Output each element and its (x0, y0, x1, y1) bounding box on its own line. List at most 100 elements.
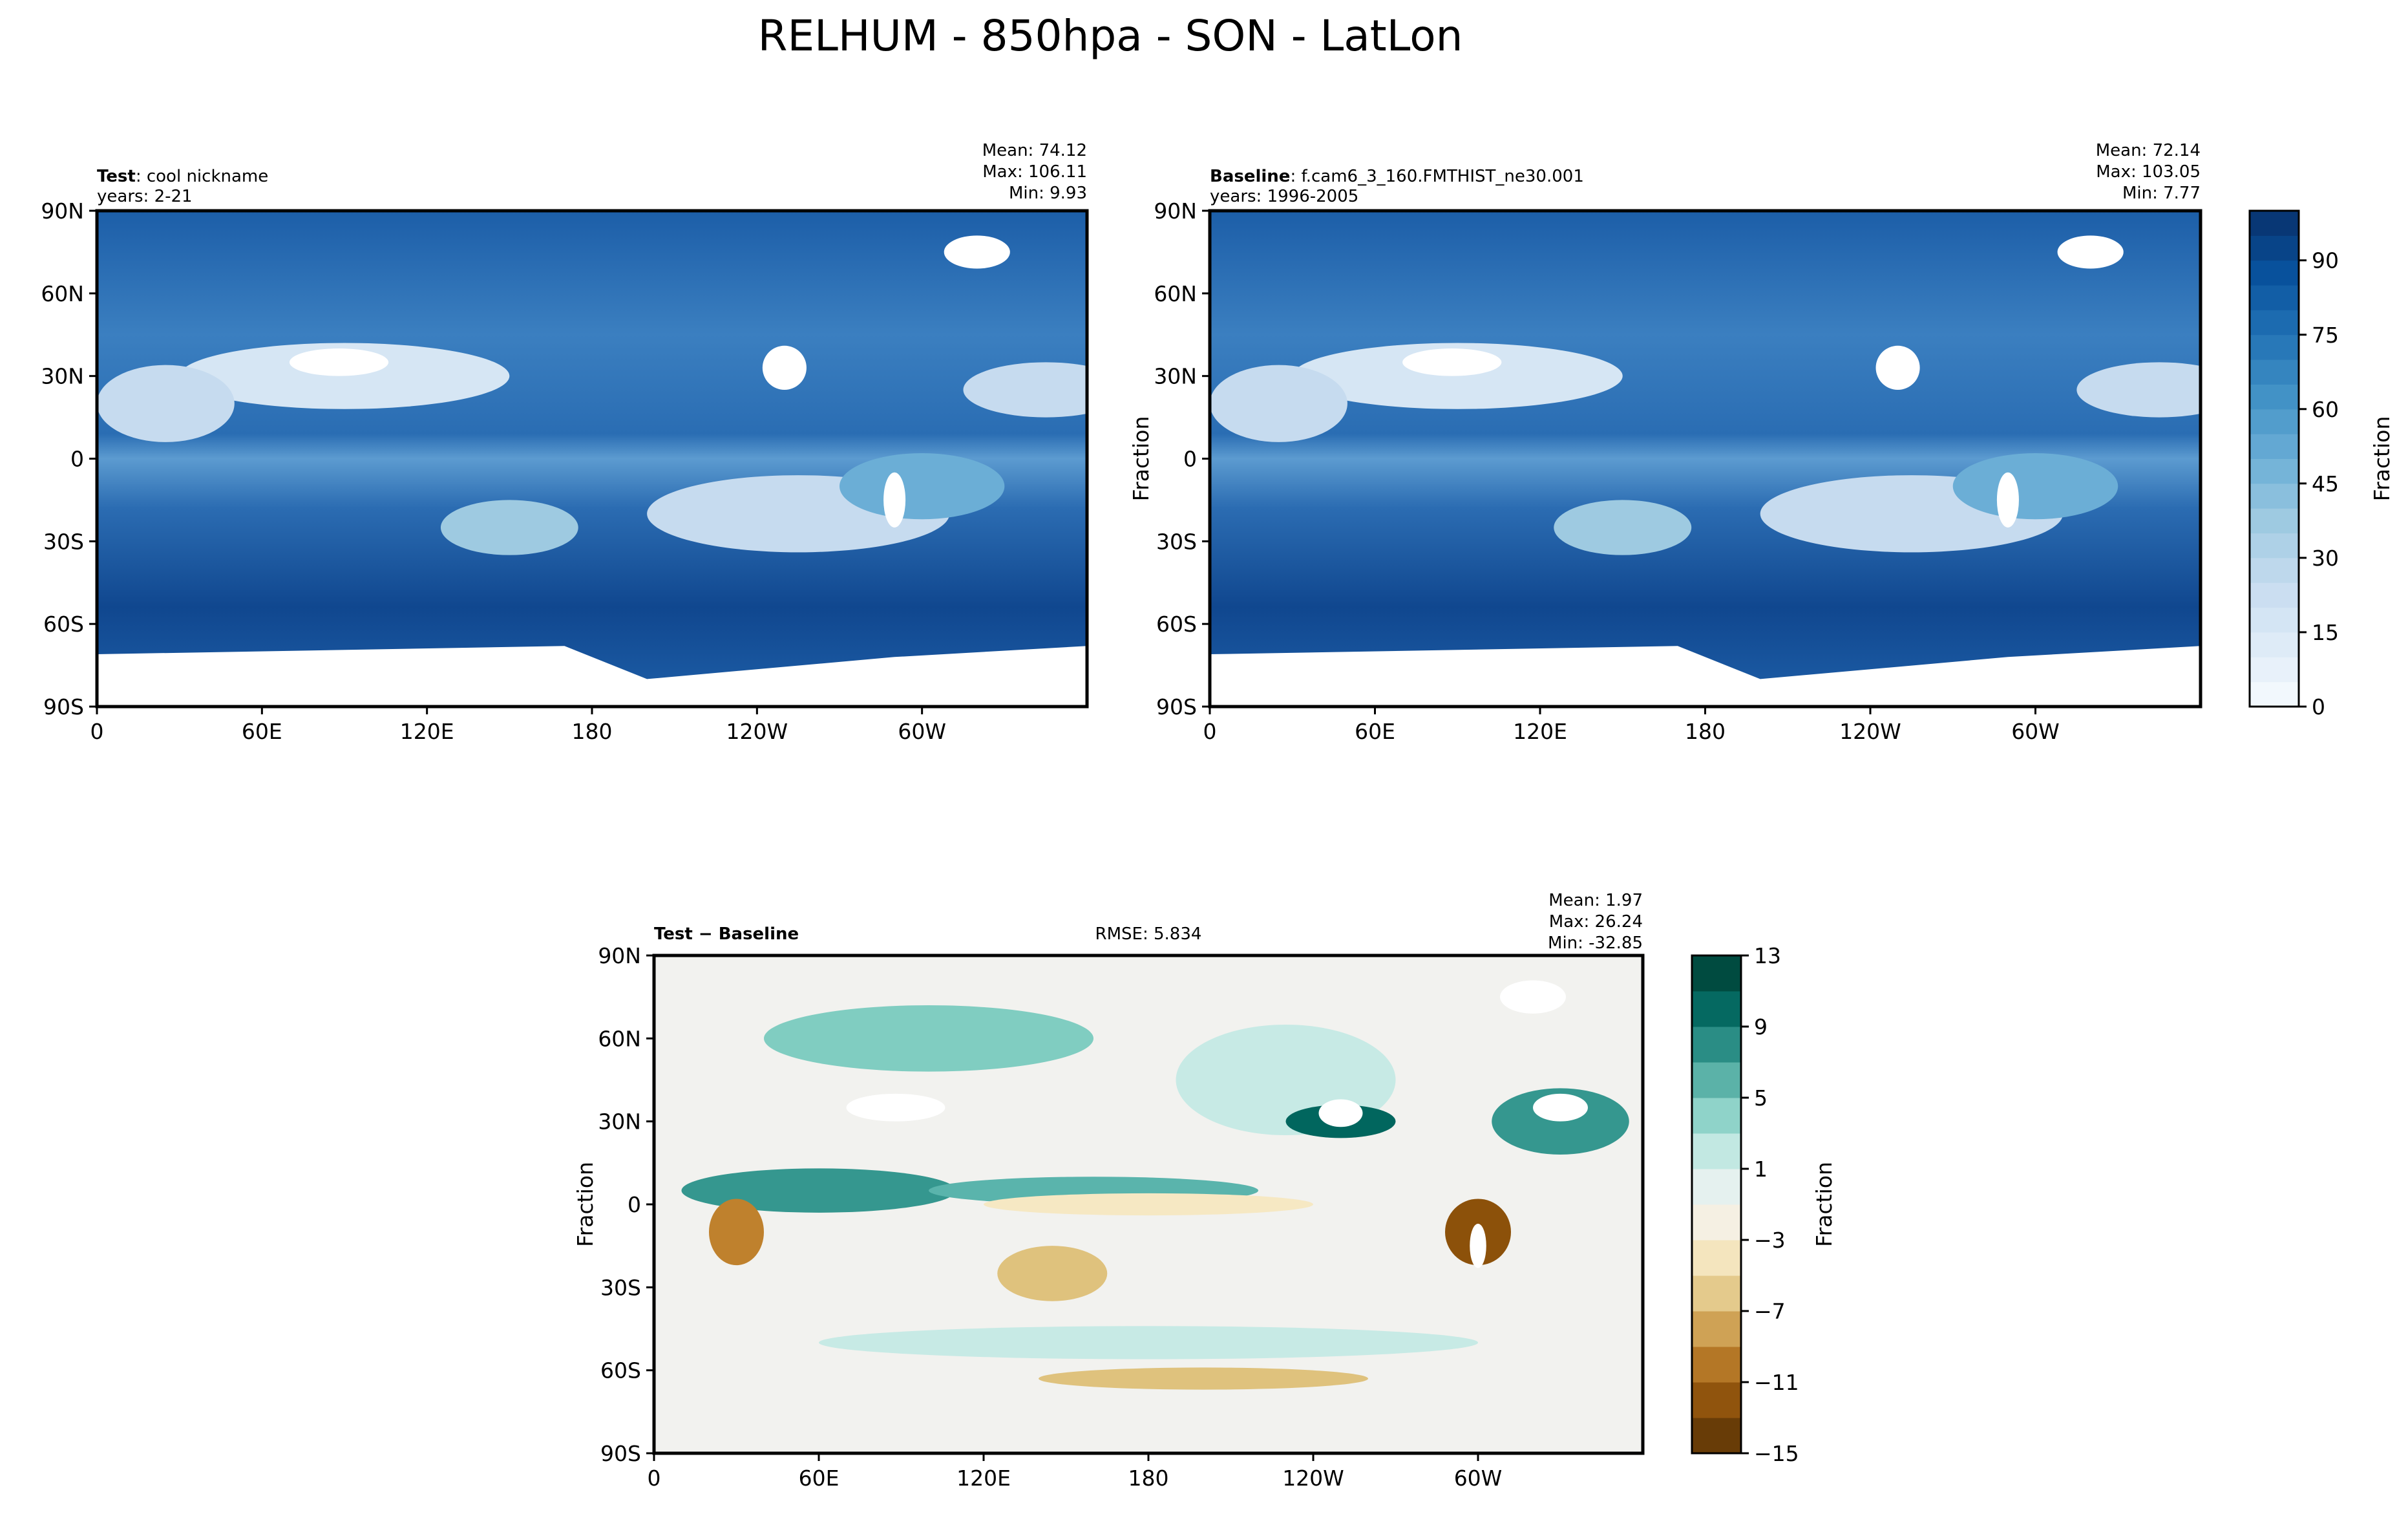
stat-min: Min: -32.85 (1548, 933, 1643, 953)
colorbar-tick-label: −11 (1754, 1370, 1799, 1395)
x-tick-label: 120W (1839, 719, 1901, 744)
missing-data-region (2057, 235, 2124, 269)
colorbar-band (1692, 1204, 1741, 1241)
y-tick-label: 60S (1156, 612, 1197, 637)
stat-max: Max: 103.05 (2096, 162, 2201, 182)
y-tick-label: 60N (598, 1026, 641, 1051)
colorbar-band (2250, 409, 2299, 434)
panel-years: years: 2-21 (97, 187, 193, 206)
y-tick-label: 60N (41, 281, 84, 306)
x-tick-label: 0 (1203, 719, 1217, 744)
colorbar-tick-label: 45 (2312, 471, 2339, 496)
x-tick-label: 120W (1282, 1466, 1344, 1491)
humidity-region (2076, 362, 2201, 418)
x-tick-label: 60W (2011, 719, 2060, 744)
panel-label-bold: Test (97, 167, 136, 186)
humidity-region (1292, 343, 1623, 409)
humidity-region (1210, 365, 1347, 442)
colorbar-band (2250, 483, 2299, 509)
humidity-region (963, 362, 1087, 418)
colorbar-tick-label: 30 (2312, 546, 2339, 571)
y-tick-label: 30S (600, 1275, 641, 1300)
colorbar-band (1692, 1382, 1741, 1418)
colorbar-tick-label: 13 (1754, 943, 1781, 968)
humidity-region (840, 453, 1005, 520)
y-tick-label: 90N (598, 943, 641, 968)
colorbar-band (1692, 1062, 1741, 1098)
colorbar-band (2250, 533, 2299, 559)
missing-data-region (944, 235, 1010, 269)
colorbar-frame (1691, 954, 1742, 1455)
y-tick-label: 30S (1156, 529, 1197, 554)
colorbar-band (2250, 310, 2299, 336)
y-tick-label: 30N (41, 364, 84, 389)
y-axis-label: Fraction (573, 1162, 598, 1247)
y-tick-label: 90S (600, 1441, 641, 1466)
difference-region (1039, 1367, 1368, 1390)
colorbar-band (2250, 458, 2299, 484)
y-tick-label: 90S (43, 694, 84, 720)
stat-max: Max: 26.24 (1549, 912, 1643, 932)
x-tick-label: 60W (898, 719, 946, 744)
colorbar-tick-label: −15 (1754, 1441, 1799, 1466)
colorbar-band (2250, 607, 2299, 633)
y-tick-label: 0 (628, 1192, 641, 1217)
colorbar-band (1692, 1240, 1741, 1276)
difference-region (819, 1326, 1478, 1360)
y-tick-label: 60N (1154, 281, 1197, 306)
missing-data-region (762, 345, 807, 390)
colorbar-band (2250, 211, 2299, 236)
colorbar-band (2250, 235, 2299, 261)
y-tick-label: 0 (70, 447, 84, 472)
missing-data-region (1318, 1099, 1363, 1127)
rmse-label: RMSE: 5.834 (1095, 924, 1202, 944)
missing-data-region (1470, 1223, 1486, 1268)
y-tick-label: 0 (1183, 447, 1197, 472)
colorbar-band (2250, 434, 2299, 459)
colorbar-tick-label: −3 (1754, 1228, 1786, 1253)
difference-colorbar: −15 −11 −7 −3 1 5 9 13 Fraction (1691, 943, 1837, 1466)
y-tick-label: 60S (43, 612, 84, 637)
missing-data-region (883, 472, 906, 528)
colorbar-band (2250, 657, 2299, 683)
stat-max: Max: 106.11 (982, 162, 1087, 182)
panel-label: Test − Baseline (654, 924, 799, 944)
x-tick-label: 0 (90, 719, 104, 744)
colorbar-tick-label: 90 (2312, 248, 2339, 273)
difference-region (709, 1199, 764, 1266)
colorbar-band (2250, 681, 2299, 707)
difference-region (681, 1168, 956, 1213)
x-tick-label: 180 (1685, 719, 1726, 744)
y-tick-label: 90S (1156, 694, 1197, 720)
panel-years: years: 1996-2005 (1210, 187, 1358, 206)
colorbar-band (2250, 260, 2299, 286)
x-tick-label: 60E (799, 1466, 840, 1491)
missing-data-region (846, 1093, 945, 1122)
difference-region (997, 1246, 1108, 1301)
y-tick-label: 90N (1154, 198, 1197, 224)
stat-min: Min: 9.93 (1009, 184, 1087, 203)
y-tick-label: 30N (598, 1109, 641, 1135)
y-axis-label: Fraction (1128, 416, 1154, 502)
colorbar-tick-label: 1 (1754, 1157, 1768, 1182)
panel-label: Baseline: f.cam6_3_160.FMTHIST_ne30.001 (1210, 167, 1584, 186)
difference-map-panel: 90N 60N 30N 0 30S 60S 90S 0 60E 120E 180 120W 60W Fra… (573, 891, 1645, 1491)
missing-data-region (289, 348, 389, 376)
y-tick-label: 30S (43, 529, 84, 554)
colorbar-tick-label: 0 (2312, 694, 2325, 720)
colorbar-tick-label: 15 (2312, 620, 2339, 645)
colorbar-band (2250, 582, 2299, 608)
panel-label: Test: cool nickname (97, 167, 268, 186)
antarctica-mask (1210, 646, 2201, 707)
panel-label-bold: Test − Baseline (654, 924, 799, 944)
humidity-region (440, 500, 578, 555)
stat-mean: Mean: 72.14 (2096, 141, 2201, 160)
colorbar-band (1692, 1027, 1741, 1063)
colorbar-band (2250, 285, 2299, 310)
panel-label-name: : f.cam6_3_160.FMTHIST_ne30.001 (1290, 167, 1583, 186)
missing-data-region (1875, 345, 1920, 390)
y-tick-label: 90N (41, 198, 84, 224)
missing-data-region (1500, 980, 1566, 1014)
panel-label-bold: Baseline (1210, 167, 1290, 186)
